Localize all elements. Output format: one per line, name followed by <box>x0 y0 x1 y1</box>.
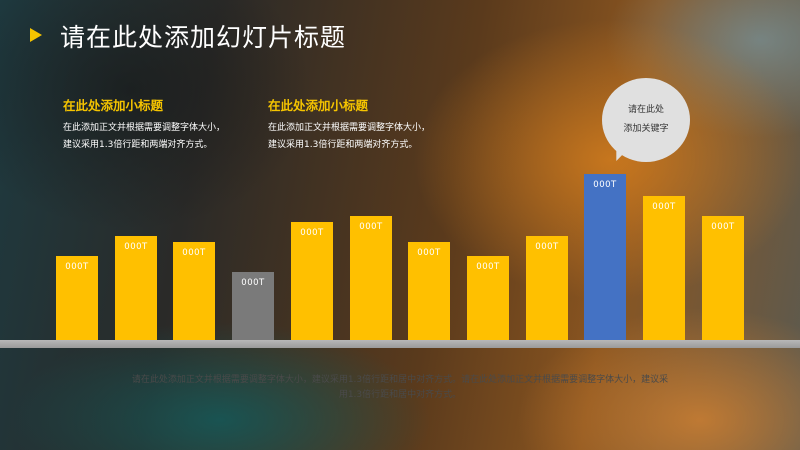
baseline-bar <box>0 340 800 348</box>
bar-label: 000T <box>535 242 559 252</box>
bar-label: 000T <box>417 248 441 258</box>
bar-label: 000T <box>359 222 383 232</box>
bar-3: 000T <box>173 242 215 340</box>
block-heading: 在此处添加小标题 <box>268 98 369 113</box>
bar-11: 000T <box>643 196 685 340</box>
bar-7: 000T <box>408 242 450 340</box>
text-block-2: 在此处添加小标题 在此添加正文并根据需要调整字体大小， 建议采用1.3倍行距和两… <box>268 95 468 154</box>
bar-label: 000T <box>182 248 206 258</box>
bar-label: 000T <box>241 278 265 288</box>
bar-12: 000T <box>702 216 744 340</box>
bar-label: 000T <box>65 262 89 272</box>
bar-label: 000T <box>652 202 676 212</box>
bar-8: 000T <box>467 256 509 340</box>
block-heading: 在此处添加小标题 <box>63 98 164 113</box>
bubble-line-2: 添加关键字 <box>623 124 669 134</box>
bar-label: 000T <box>476 262 500 272</box>
bar-5: 000T <box>291 222 333 340</box>
text-block-1: 在此处添加小标题 在此添加正文并根据需要调整字体大小， 建议采用1.3倍行距和两… <box>63 95 263 154</box>
bar-label: 000T <box>593 180 617 190</box>
bar-2: 000T <box>115 236 157 340</box>
block-body-line-1: 在此添加正文并根据需要调整字体大小， <box>63 123 226 133</box>
slide-title: 请在此处添加幻灯片标题 <box>60 23 347 52</box>
title-arrow-icon <box>30 28 42 42</box>
bar-label: 000T <box>300 228 324 238</box>
block-body-line-1: 在此添加正文并根据需要调整字体大小， <box>268 123 431 133</box>
bar-label: 000T <box>711 222 735 232</box>
bar-10: 000T <box>584 174 626 340</box>
bar-6: 000T <box>350 216 392 340</box>
bar-9: 000T <box>526 236 568 340</box>
bar-4: 000T <box>232 272 274 340</box>
keyword-speech-bubble: 请在此处 添加关键字 <box>602 78 690 162</box>
bar-label: 000T <box>124 242 148 252</box>
block-body-line-2: 建议采用1.3倍行距和两端对齐方式。 <box>268 140 418 150</box>
bubble-line-1: 请在此处 <box>627 105 664 115</box>
footer-line-1: 请在此处添加正文并根据需要调整字体大小，建议采用1.3倍行距和居中对齐方式。请在… <box>131 375 669 385</box>
footer-text: 请在此处添加正文并根据需要调整字体大小，建议采用1.3倍行距和居中对齐方式。请在… <box>100 373 700 403</box>
block-body-line-2: 建议采用1.3倍行距和两端对齐方式。 <box>63 140 213 150</box>
footer-line-2: 用1.3倍行距和居中对齐方式。 <box>338 390 462 400</box>
bar-1: 000T <box>56 256 98 340</box>
